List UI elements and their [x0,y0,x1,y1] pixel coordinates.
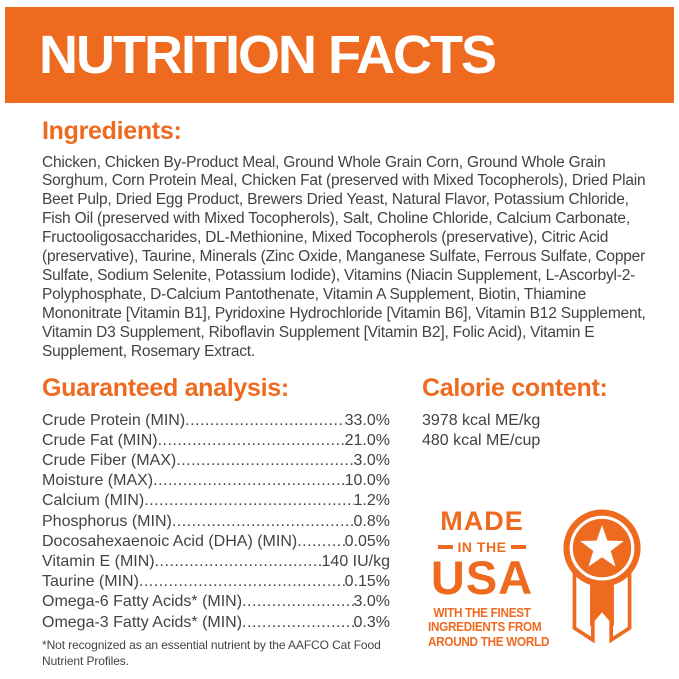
analysis-label: Taurine (MIN) [42,573,139,591]
in-the-row: IN THE [422,539,542,555]
analysis-label: Moisture (MAX) [42,472,154,490]
analysis-value: 21.0% [344,431,390,449]
guaranteed-analysis-list: Crude Protein (MIN) ....................… [42,411,390,633]
analysis-row: Crude Protein (MIN) ....................… [42,411,390,431]
analysis-label: Crude Protein (MIN) [42,411,186,429]
analysis-row: Omega-6 Fatty Acids* (MIN) .............… [42,592,390,612]
analysis-label: Omega-3 Fatty Acids* (MIN) [42,613,243,631]
analysis-label: Vitamin E (MIN) [42,552,155,570]
calorie-content-heading: Calorie content: [422,374,608,402]
usa-label: USA [430,550,534,604]
made-in-usa-badge: MADE IN THE USA WITH THE FINEST INGREDIE… [422,505,647,651]
analysis-value: 0.3% [353,613,390,631]
ingredients-section: Ingredients: Chicken, Chicken By-Product… [42,117,647,361]
header-banner: NUTRITION FACTS [5,7,674,103]
star-ribbon-icon [563,509,641,643]
analysis-value: 33.0% [344,411,390,429]
analysis-value: 10.0% [344,472,390,490]
dash-right [511,544,527,549]
analysis-dots-leader: ........................................… [144,492,353,510]
analysis-label: Omega-6 Fatty Acids* (MIN) [42,593,243,611]
ingredients-heading: Ingredients: [42,117,182,145]
analysis-value: 0.15% [344,573,390,591]
analysis-row: Taurine (MIN) ..........................… [42,572,390,592]
analysis-row: Docosahexaenoic Acid (DHA) (MIN) .......… [42,532,390,552]
calorie-value-per-kg: 3978 kcal ME/kg [422,411,541,429]
analysis-value: 0.8% [353,512,390,530]
analysis-label: Crude Fat (MIN) [42,431,158,449]
analysis-dots-leader: ........................................… [153,472,345,490]
analysis-dots-leader: ........................................… [242,613,353,631]
analysis-dots-leader: ........................................… [171,512,354,530]
guaranteed-analysis-section: Guaranteed analysis: Crude Protein (MIN)… [42,374,390,651]
ingredients-text: Chicken, Chicken By-Product Meal, Ground… [42,153,646,360]
analysis-row: Moisture (MAX) .........................… [42,471,390,491]
made-label: MADE [440,505,524,536]
analysis-label: Docosahexaenoic Acid (DHA) (MIN) [42,532,298,550]
in-the-label: IN THE [457,538,507,555]
analysis-value: 3.0% [353,451,390,469]
analysis-value: 3.0% [353,593,390,611]
footnote: *Not recognized as an essential nutrient… [42,638,381,668]
tagline-line-2: INGREDIENTS FROM [428,619,542,635]
page-title: NUTRITION FACTS [39,25,497,85]
analysis-label: Crude Fiber (MAX) [42,451,177,469]
analysis-label: Calcium (MIN) [42,492,145,510]
analysis-dots-leader: ........................................… [154,552,322,570]
analysis-row: Crude Fiber (MAX) ......................… [42,451,390,471]
analysis-row: Omega-3 Fatty Acids* (MIN) .............… [42,613,390,633]
analysis-dots-leader: ........................................… [297,532,344,550]
analysis-row: Crude Fat (MIN) ........................… [42,431,390,451]
analysis-row: Phosphorus (MIN) .......................… [42,512,390,532]
made-in-usa-text: MADE IN THE USA WITH THE FINEST INGREDIE… [422,505,550,650]
analysis-row: Calcium (MIN) ..........................… [42,491,390,511]
analysis-dots-leader: ........................................… [185,411,344,429]
analysis-value: 1.2% [353,492,390,510]
analysis-value: 140 IU/kg [321,552,390,570]
calorie-value-per-cup: 480 kcal ME/cup [422,432,541,449]
star-shape [580,524,624,567]
analysis-dots-leader: ........................................… [157,431,345,449]
analysis-label: Phosphorus (MIN) [42,512,172,530]
tagline-line-1: WITH THE FINEST [433,604,531,620]
analysis-dots-leader: ........................................… [138,573,345,591]
calorie-content-section: Calorie content: 3978 kcal ME/kg 480 kca… [422,374,647,651]
analysis-row: Vitamin E (MIN) ........................… [42,552,390,572]
analysis-dots-leader: ........................................… [176,451,353,469]
analysis-calorie-columns: Guaranteed analysis: Crude Protein (MIN)… [42,374,647,651]
tagline-line-3: AROUND THE WORLD [428,633,550,649]
analysis-value: 0.05% [344,532,390,550]
analysis-dots-leader: ........................................… [242,593,353,611]
usa-tagline: WITH THE FINEST INGREDIENTS FROM AROUND … [428,604,550,650]
dash-left [437,544,453,549]
guaranteed-analysis-heading: Guaranteed analysis: [42,374,289,402]
calorie-content-values: 3978 kcal ME/kg 480 kcal ME/cup [422,411,647,452]
